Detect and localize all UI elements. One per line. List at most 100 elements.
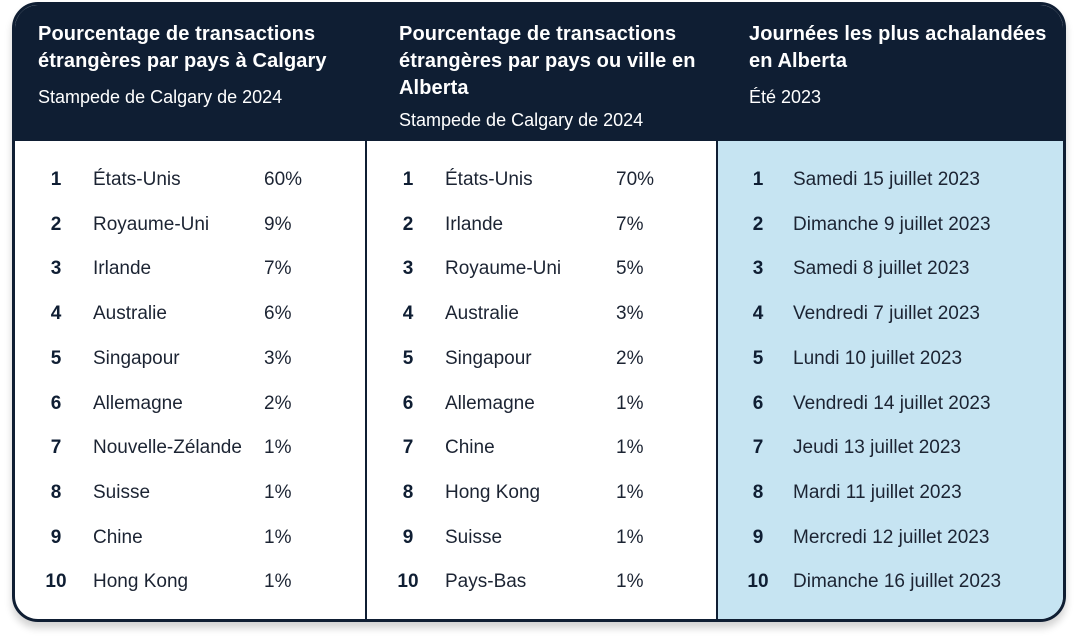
- rank-number: 2: [50, 213, 62, 235]
- rank-number: 10: [747, 571, 769, 593]
- day-label: Mardi 11 juillet 2023: [793, 481, 962, 503]
- ranking-row: 6 Allemagne 2%: [15, 389, 365, 419]
- percentage-value: 60%: [264, 169, 303, 190]
- percentage-value: 2%: [616, 347, 644, 369]
- column-header: Pourcentage de transactions étrangères p…: [367, 5, 716, 141]
- rank-number: 2: [752, 213, 764, 235]
- percentage-value: 1%: [616, 392, 644, 414]
- ranking-row: 10 Pays-Bas 1%: [367, 567, 716, 597]
- country-label: Irlande: [93, 258, 152, 280]
- ranking-row: 7 Nouvelle-Zélande 1%: [15, 433, 365, 463]
- ranking-row: 10 Dimanche 16 juillet 2023: [718, 567, 1063, 597]
- rank-number: 8: [752, 481, 764, 503]
- ranking-row: 3 Royaume-Uni 5%: [367, 254, 716, 284]
- column-header: Journées les plus achalandées en Alberta…: [718, 5, 1063, 141]
- rank-number: 7: [752, 437, 764, 459]
- country-label: États-Unis: [93, 169, 181, 190]
- ranking-row: 6 Vendredi 14 juillet 2023: [718, 389, 1063, 419]
- percentage-value: 1%: [616, 481, 644, 503]
- rank-number: 7: [402, 437, 414, 459]
- ranking-row: 1 États-Unis 60%: [15, 165, 365, 195]
- rank-number: 9: [402, 526, 414, 548]
- country-label: Royaume-Uni: [445, 258, 562, 280]
- column-subtitle: Stampede de Calgary de 2024: [38, 87, 283, 107]
- ranking-row: 4 Vendredi 7 juillet 2023: [718, 299, 1063, 329]
- rank-number: 9: [50, 526, 62, 548]
- percentage-value: 9%: [264, 213, 292, 235]
- column-busiest-days: Journées les plus achalandées en Alberta…: [716, 5, 1063, 619]
- percentage-value: 7%: [264, 258, 292, 280]
- country-label: Suisse: [93, 481, 151, 503]
- country-label: Nouvelle-Zélande: [93, 437, 242, 459]
- column-title: Pourcentage de transactions étrangères p…: [399, 23, 696, 99]
- percentage-value: 6%: [264, 303, 292, 325]
- percentage-value: 1%: [264, 481, 292, 503]
- rank-number: 5: [402, 347, 414, 369]
- rank-number: 6: [752, 392, 764, 414]
- day-label: Dimanche 16 juillet 2023: [793, 571, 1002, 593]
- rank-number: 1: [752, 169, 764, 190]
- column-header: Pourcentage de transactions étrangères p…: [15, 5, 365, 141]
- percentage-value: 1%: [264, 526, 292, 548]
- rank-number: 8: [50, 481, 62, 503]
- ranking-row: 5 Singapour 2%: [367, 344, 716, 374]
- column-subtitle: Stampede de Calgary de 2024: [399, 110, 644, 130]
- column-title: Journées les plus achalandées en Alberta: [749, 23, 1047, 72]
- percentage-value: 5%: [616, 258, 644, 280]
- day-label: Vendredi 14 juillet 2023: [793, 392, 991, 414]
- column-calgary-countries: Pourcentage de transactions étrangères p…: [15, 5, 365, 619]
- country-label: Australie: [445, 303, 519, 325]
- percentage-value: 3%: [264, 347, 292, 369]
- rank-number: 10: [45, 571, 67, 593]
- rank-number: 4: [752, 303, 764, 325]
- day-label: Vendredi 7 juillet 2023: [793, 303, 980, 325]
- rank-number: 3: [752, 258, 764, 280]
- ranking-row: 5 Lundi 10 juillet 2023: [718, 344, 1063, 374]
- column-alberta-countries: Pourcentage de transactions étrangères p…: [365, 5, 716, 619]
- ranking-row: 2 Irlande 7%: [367, 210, 716, 240]
- ranking-row: 1 États-Unis 70%: [367, 165, 716, 195]
- percentage-value: 1%: [616, 437, 644, 459]
- rank-number: 5: [50, 347, 62, 369]
- rank-number: 4: [50, 303, 62, 325]
- day-label: Samedi 15 juillet 2023: [793, 169, 980, 190]
- percentage-value: 1%: [264, 571, 292, 593]
- country-label: Singapour: [93, 347, 180, 369]
- rank-number: 6: [50, 392, 62, 414]
- rank-number: 4: [402, 303, 414, 325]
- country-label: Suisse: [445, 526, 503, 548]
- ranking-row: 8 Suisse 1%: [15, 478, 365, 508]
- ranking-row: 4 Australie 3%: [367, 299, 716, 329]
- ranking-row: 4 Australie 6%: [15, 299, 365, 329]
- ranking-row: 9 Chine 1%: [15, 523, 365, 553]
- percentage-value: 70%: [616, 169, 655, 190]
- country-label: Allemagne: [445, 392, 535, 414]
- rank-number: 2: [402, 213, 414, 235]
- country-label: Royaume-Uni: [93, 213, 210, 235]
- ranking-row: 8 Mardi 11 juillet 2023: [718, 478, 1063, 508]
- rank-number: 7: [50, 437, 62, 459]
- rankings-card: Pourcentage de transactions étrangères p…: [12, 2, 1066, 622]
- country-label: Hong Kong: [93, 571, 189, 593]
- column-body: 1 États-Unis 60% 2 Royaume-Uni 9% 3 Irlande 7% 4 A…: [15, 141, 365, 619]
- column-body: 1 Samedi 15 juillet 2023 2 Dimanche 9 juill…: [718, 141, 1063, 619]
- rank-number: 6: [402, 392, 414, 414]
- country-label: Allemagne: [93, 392, 183, 414]
- day-label: Mercredi 12 juillet 2023: [793, 526, 990, 548]
- rank-number: 1: [402, 169, 414, 190]
- header-band: [15, 5, 1063, 141]
- percentage-value: 7%: [616, 213, 644, 235]
- ranking-row: 6 Allemagne 1%: [367, 389, 716, 419]
- rank-number: 5: [752, 347, 764, 369]
- rank-number: 9: [752, 526, 764, 548]
- rank-number: 3: [50, 258, 62, 280]
- column-subtitle: Été 2023: [749, 87, 822, 107]
- day-label: Samedi 8 juillet 2023: [793, 258, 970, 280]
- column-body: 1 États-Unis 70% 2 Irlande 7% 3 Royaume-Uni 5% 4 A…: [367, 141, 716, 619]
- rank-number: 1: [50, 169, 62, 190]
- country-label: Pays-Bas: [445, 571, 527, 593]
- ranking-row: 3 Irlande 7%: [15, 254, 365, 284]
- percentage-value: 3%: [616, 303, 644, 325]
- country-label: États-Unis: [445, 169, 533, 190]
- rank-number: 3: [402, 258, 414, 280]
